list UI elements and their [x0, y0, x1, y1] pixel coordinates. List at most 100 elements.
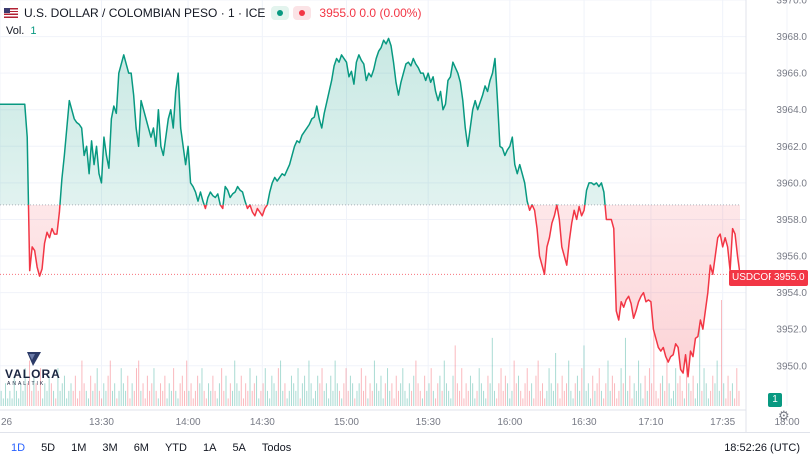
volume-bar — [208, 383, 210, 406]
volume-bar — [555, 353, 557, 406]
range-1a[interactable]: 1A — [202, 442, 217, 454]
range-5a[interactable]: 5A — [232, 442, 246, 454]
volume-bar — [347, 390, 349, 406]
volume-bar — [686, 360, 688, 406]
price-line-above — [0, 37, 606, 205]
volume-bar — [96, 368, 98, 406]
x-tick-label: 18:00 — [775, 417, 800, 428]
volume-bar — [39, 368, 41, 406]
volume-bar — [271, 375, 273, 406]
volume-bar — [480, 383, 482, 406]
volume-bar — [277, 368, 279, 406]
volume-bar — [63, 375, 65, 406]
range-todos[interactable]: Todos — [261, 442, 292, 454]
range-1m[interactable]: 1M — [71, 442, 87, 454]
volume-bar — [79, 390, 81, 406]
volume-bar — [378, 390, 380, 406]
volume-bar — [111, 390, 113, 406]
volume-bar — [485, 398, 487, 406]
volume-bar — [177, 398, 179, 406]
volume-bar — [557, 383, 559, 406]
volume-bar — [701, 390, 703, 406]
volume-bar — [703, 368, 705, 406]
range-3m[interactable]: 3M — [102, 442, 118, 454]
volume-bar — [70, 383, 72, 406]
volume-bar — [581, 368, 583, 406]
y-tick-label: 3970.0 — [776, 0, 807, 7]
volume-bar — [487, 375, 489, 406]
volume-bar — [459, 390, 461, 406]
clock-display[interactable]: 18:52:26 (UTC) — [724, 442, 800, 454]
volume-bar — [205, 398, 207, 406]
volume-bar — [568, 360, 570, 406]
volume-bar — [644, 375, 646, 406]
volume-bar — [328, 398, 330, 406]
x-tick-label: 17:35 — [710, 417, 735, 428]
x-axis[interactable]: 26 13:30 14:00 14:30 15:00 15:30 16:00 16:30 17:… — [0, 409, 800, 428]
volume-bar — [53, 390, 55, 406]
volume-bar — [572, 398, 574, 406]
volume-bar — [297, 368, 299, 406]
chart-legend: U.S. DOLLAR / COLOMBIAN PESO · 1 · ICE 3… — [4, 4, 421, 22]
volume-bar — [570, 390, 572, 406]
volume-bar — [448, 390, 450, 406]
volume-bar — [242, 398, 244, 406]
volume-bar — [600, 390, 602, 406]
realtime-indicator[interactable] — [293, 6, 312, 20]
bottom-toolbar: 1D 5D 1M 3M 6M YTD 1A 5A Todos 18:52:26 … — [0, 432, 810, 463]
volume-bar — [635, 390, 637, 406]
volume-bar — [629, 375, 631, 406]
volume-bar — [465, 383, 467, 406]
volume-bar — [546, 390, 548, 406]
volume-bar — [590, 398, 592, 406]
volume-bar — [105, 390, 107, 406]
volume-bar — [227, 398, 229, 406]
volume-bar — [542, 383, 544, 406]
volume-bar — [498, 383, 500, 406]
volume-bar — [587, 383, 589, 406]
volume-bar — [314, 390, 316, 406]
volume-bar — [216, 398, 218, 406]
volume-bar — [596, 383, 598, 406]
volume-bar — [616, 398, 618, 406]
volume-bar — [358, 383, 360, 406]
volume-bar — [428, 383, 430, 406]
y-tick-label: 3964.0 — [776, 105, 807, 116]
volume-bar — [620, 368, 622, 406]
volume-bar — [454, 345, 456, 406]
volume-bar — [0, 390, 2, 406]
volume-bar — [548, 368, 550, 406]
price-chart[interactable]: 3950.0 3952.0 3954.0 3956.0 3958.0 3960.0 3962… — [0, 0, 810, 432]
volume-bar — [489, 383, 491, 406]
volume-bar — [585, 390, 587, 406]
volume-bar — [249, 368, 251, 406]
market-open-indicator[interactable] — [271, 6, 290, 20]
price-line-below — [27, 204, 740, 378]
volume-bar — [151, 383, 153, 406]
gear-icon[interactable]: ⚙ — [778, 408, 790, 423]
volume-bar — [118, 390, 120, 406]
range-ytd[interactable]: YTD — [164, 442, 187, 454]
volume-bar — [203, 390, 205, 406]
volume-badge: 1 — [768, 393, 782, 407]
range-6m[interactable]: 6M — [133, 442, 149, 454]
volume-bar — [181, 375, 183, 406]
volume-bar — [609, 390, 611, 406]
y-tick-label: 3962.0 — [776, 142, 807, 153]
volume-bar — [561, 375, 563, 406]
volume-bar — [483, 390, 485, 406]
volume-bar — [42, 398, 44, 406]
volume-bar — [696, 383, 698, 406]
volume-bar — [411, 390, 413, 406]
volume-bar — [92, 390, 94, 406]
volume-bar — [336, 383, 338, 406]
volume-bar — [299, 398, 301, 406]
volume-bar — [699, 322, 701, 406]
volume-bar — [435, 398, 437, 406]
range-1d[interactable]: 1D — [11, 442, 26, 454]
range-5d[interactable]: 5D — [41, 442, 56, 454]
y-tick-label: 3958.0 — [776, 215, 807, 226]
symbol-title[interactable]: U.S. DOLLAR / COLOMBIAN PESO · 1 · ICE — [24, 6, 266, 20]
volume-bar — [343, 383, 345, 406]
y-axis[interactable]: 3950.0 3952.0 3954.0 3956.0 3958.0 3960.0 3962… — [745, 0, 807, 432]
